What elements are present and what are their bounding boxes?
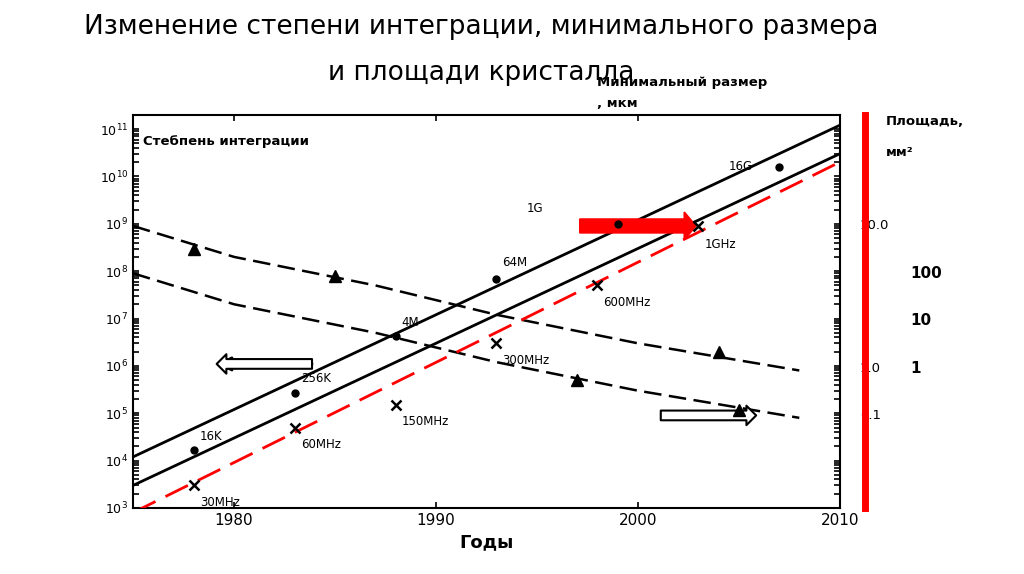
Text: 150MHz: 150MHz [401,416,449,428]
Text: 1GHz: 1GHz [705,238,736,251]
Text: 64M: 64M [503,256,527,269]
Text: 1: 1 [910,360,921,375]
Text: 10: 10 [910,313,932,328]
Text: 600MHz: 600MHz [603,296,651,309]
Text: 1.0: 1.0 [860,362,881,375]
Text: Стебпень интеграции: Стебпень интеграции [143,135,309,148]
Text: и площади кристалла: и площади кристалла [328,60,635,86]
Text: Площадь,: Площадь, [886,115,964,128]
Text: 30MHz: 30MHz [200,496,240,509]
Text: 1G: 1G [526,203,544,215]
Text: 4M: 4M [401,316,419,329]
Text: 100: 100 [910,266,942,281]
Text: 60MHz: 60MHz [301,438,341,451]
Text: мм²: мм² [886,146,913,160]
Text: 10.0: 10.0 [860,219,889,232]
X-axis label: Годы: Годы [459,533,514,552]
Text: 16G: 16G [729,160,753,173]
Text: , мкм: , мкм [597,97,638,110]
Text: 0.1: 0.1 [860,409,881,422]
Text: 300MHz: 300MHz [503,354,550,367]
Text: 256K: 256K [301,372,331,385]
Text: 16K: 16K [200,429,222,443]
Text: Изменение степени интеграции, минимального размера: Изменение степени интеграции, минимально… [84,14,879,40]
Text: Минимальный размер: Минимальный размер [597,76,768,89]
